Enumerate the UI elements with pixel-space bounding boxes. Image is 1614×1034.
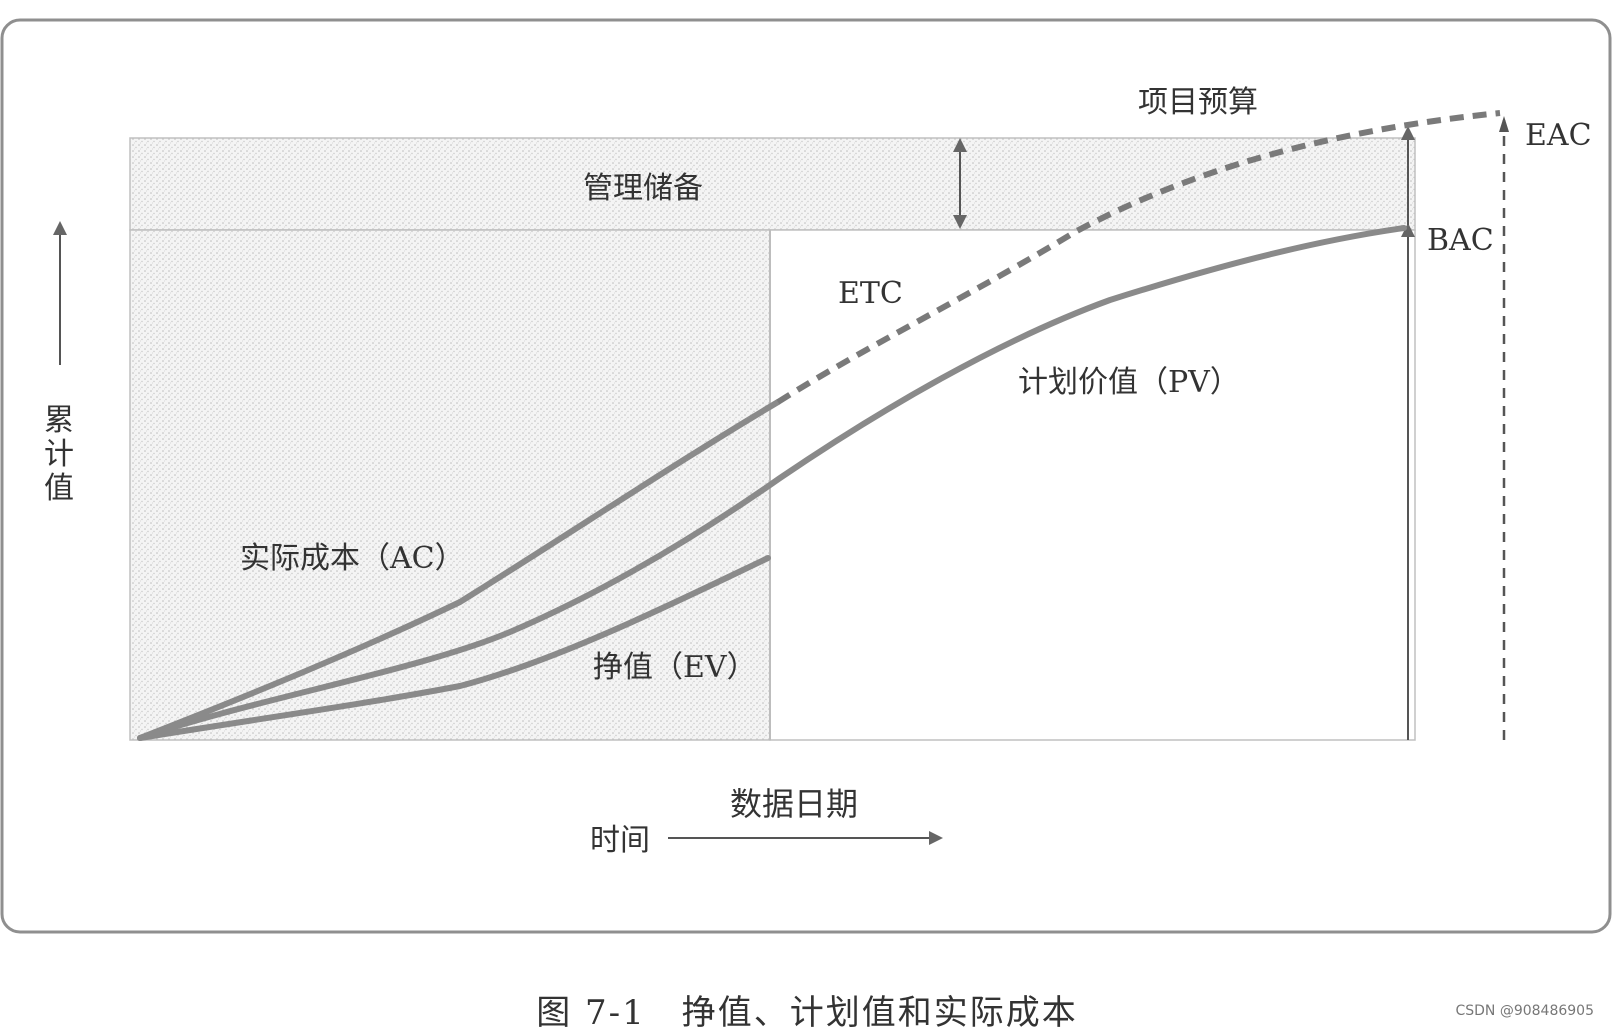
etc-curve (776, 110, 1501, 405)
eac-arrowhead (1499, 116, 1509, 132)
label-ev: 挣值（EV） (593, 650, 757, 685)
label-pv: 计划价值（PV） (1018, 365, 1240, 400)
label-y-axis-3: 值 (44, 471, 74, 506)
label-ac: 实际成本（AC） (240, 541, 465, 576)
label-etc: ETC (838, 276, 903, 311)
label-management-reserve: 管理储备 (583, 171, 703, 206)
label-project-budget: 项目预算 (1138, 85, 1258, 120)
label-y-axis-2: 计 (44, 437, 74, 472)
watermark: CSDN @908486905 (1455, 1003, 1594, 1019)
label-data-date: 数据日期 (730, 785, 858, 823)
pv-curve (137, 225, 1407, 741)
label-time: 时间 (590, 823, 650, 858)
figure-caption: 图 7-1 挣值、计划值和实际成本 (536, 993, 1078, 1033)
label-bac: BAC (1427, 223, 1494, 258)
management-reserve-area (129, 137, 1416, 231)
label-eac: EAC (1525, 118, 1592, 153)
ac-curve (137, 399, 781, 741)
future-area (769, 229, 1416, 741)
label-y-axis-1: 累 (44, 403, 74, 438)
ev-curve (137, 555, 771, 741)
earned-value-diagram: 项目预算 管理储备 EAC BAC ETC 计划价值（PV） 实际成本（AC） … (0, 18, 1612, 934)
